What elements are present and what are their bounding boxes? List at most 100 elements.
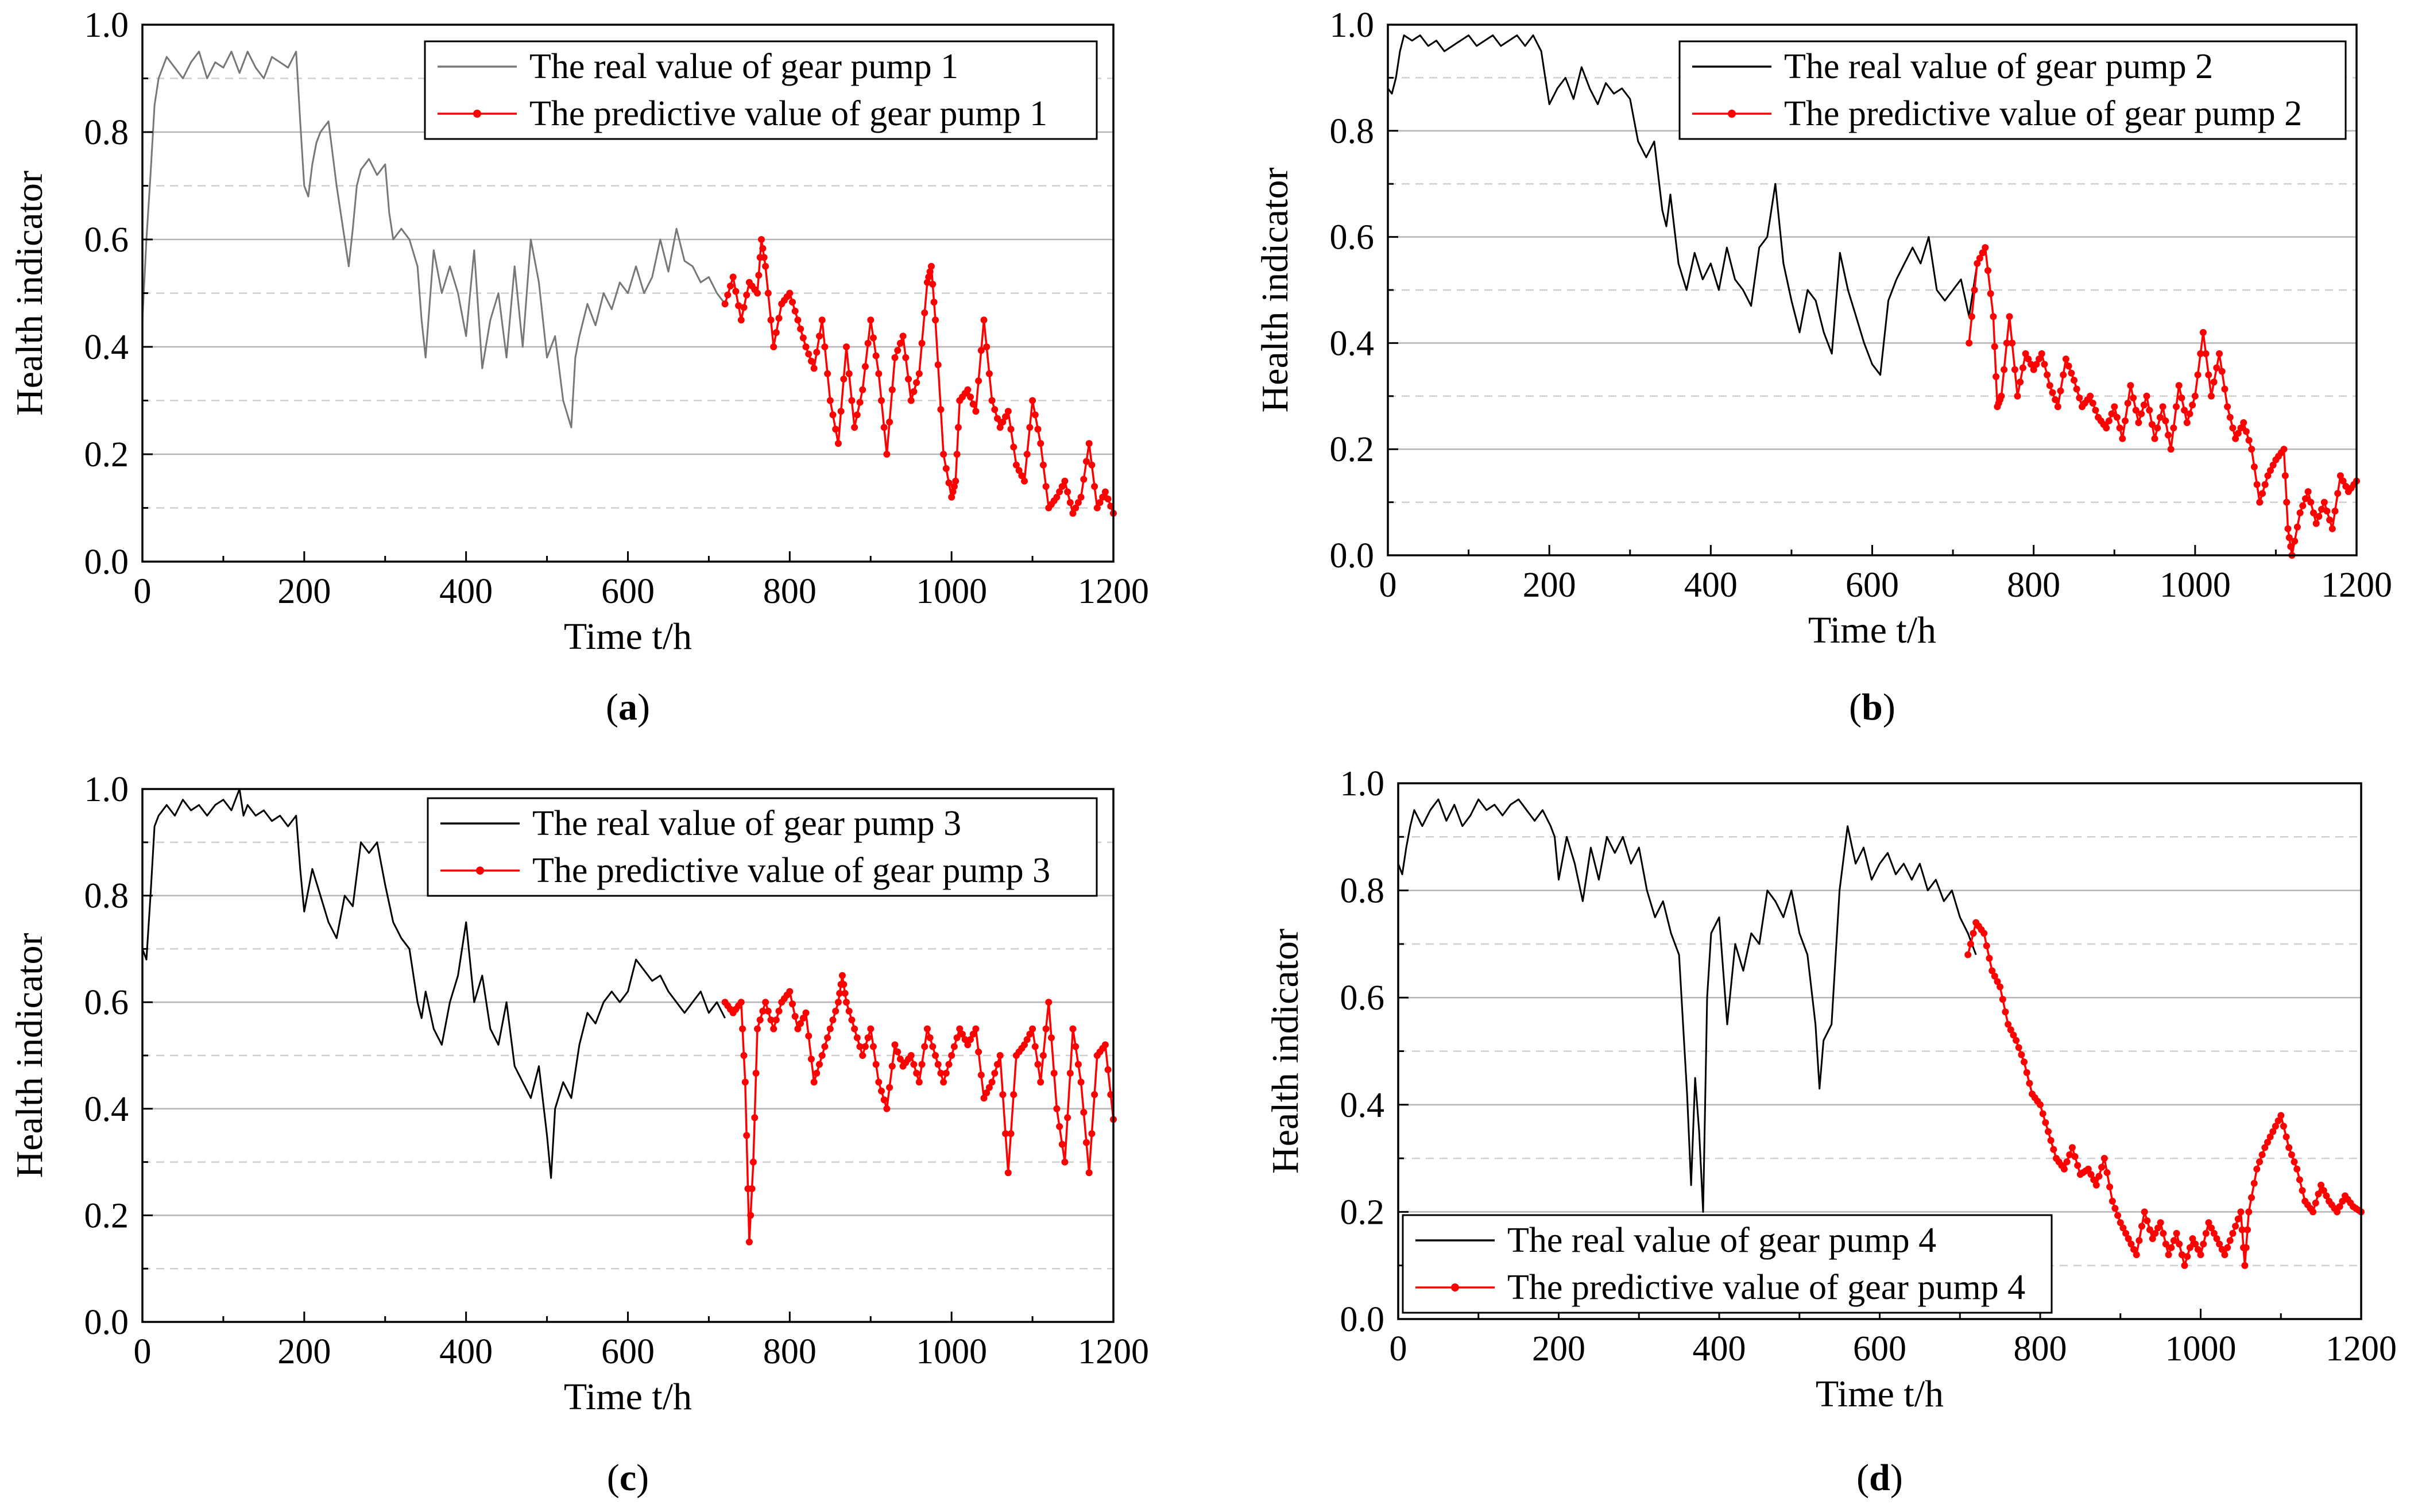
data-point <box>883 451 891 458</box>
data-point <box>2156 413 2164 421</box>
data-point <box>2189 1235 2196 1242</box>
data-point <box>969 400 977 408</box>
data-point <box>821 343 829 350</box>
data-point <box>2242 1244 2250 1251</box>
data-point <box>840 376 848 383</box>
data-point <box>861 363 869 370</box>
data-point <box>1072 504 1080 512</box>
data-point <box>840 981 848 988</box>
y-tick-label: 0.6 <box>84 221 129 260</box>
data-point <box>737 999 745 1006</box>
data-point <box>2189 401 2196 409</box>
data-point <box>2132 407 2140 414</box>
data-point <box>2065 362 2072 370</box>
data-point <box>2334 1208 2341 1216</box>
data-point <box>942 465 950 472</box>
data-point <box>2002 1008 2009 1016</box>
data-point <box>2261 1144 2269 1151</box>
data-point <box>1058 1140 1066 1148</box>
data-point <box>2331 508 2339 515</box>
data-point <box>2318 1181 2325 1189</box>
legend-box <box>1678 40 2347 140</box>
data-point <box>1069 1025 1077 1033</box>
data-point <box>915 370 923 377</box>
data-point <box>2146 1226 2153 1233</box>
data-point <box>2253 481 2261 488</box>
data-point <box>867 1025 875 1033</box>
data-point <box>741 1078 749 1086</box>
data-point <box>2232 435 2239 442</box>
data-point <box>2023 1069 2030 1076</box>
data-point <box>994 415 1001 422</box>
data-point <box>948 493 955 501</box>
data-point <box>2022 350 2029 357</box>
data-point <box>1002 413 1009 420</box>
data-point <box>2264 1139 2271 1146</box>
data-point <box>2234 430 2242 437</box>
data-point <box>2071 377 2077 384</box>
data-point <box>2011 366 2018 373</box>
data-point <box>1007 1130 1015 1138</box>
data-point <box>1042 483 1050 490</box>
data-point <box>856 1043 864 1050</box>
legend-label: The real value of gear pump 2 <box>1784 47 2213 86</box>
data-point <box>926 268 934 276</box>
data-point <box>2006 313 2013 320</box>
data-point <box>2287 543 2295 550</box>
legend-label: The predictive value of gear pump 3 <box>532 851 1050 890</box>
data-point <box>905 376 912 383</box>
data-point <box>829 411 837 419</box>
y-axis-title: Health indicator <box>9 933 51 1178</box>
data-point <box>2015 1044 2022 1051</box>
data-point <box>810 1078 818 1086</box>
data-point <box>2117 1219 2124 1227</box>
data-point <box>764 1007 772 1015</box>
data-point <box>2293 523 2301 531</box>
data-point <box>2226 1237 2234 1244</box>
legend-box <box>1402 1214 2053 1314</box>
grid <box>142 841 1113 1270</box>
data-point <box>2152 1229 2159 1237</box>
data-point <box>1007 426 1015 433</box>
data-point <box>1012 461 1020 469</box>
x-tick-label: 400 <box>1684 566 1738 605</box>
data-point <box>754 1025 761 1033</box>
data-point <box>743 291 750 299</box>
x-tick-label: 1000 <box>2165 1329 2237 1368</box>
data-point <box>896 339 904 347</box>
legend-box <box>427 797 1098 897</box>
data-point <box>2234 1215 2242 1223</box>
data-point <box>2154 424 2161 432</box>
data-point <box>2133 1251 2140 1258</box>
legend: The real value of gear pump 1 The predict… <box>424 40 1098 140</box>
panel-caption: (b) <box>1849 686 1895 728</box>
y-tick-label: 0.2 <box>1340 1193 1385 1232</box>
data-point <box>1964 951 1972 958</box>
data-point <box>888 386 896 393</box>
data-point <box>2280 446 2288 453</box>
data-point <box>1104 495 1112 502</box>
data-point <box>983 1089 991 1096</box>
x-tick-label: 1000 <box>916 572 987 611</box>
data-point <box>2141 1208 2148 1216</box>
panel-caption: (d) <box>1856 1457 1903 1499</box>
data-point <box>1091 1091 1098 1099</box>
data-point <box>880 424 888 431</box>
data-point <box>834 999 842 1006</box>
y-tick-label: 0.4 <box>1340 1086 1385 1125</box>
data-point <box>2192 1240 2199 1248</box>
y-tick-label: 0.0 <box>84 1303 129 1342</box>
data-point <box>754 289 761 297</box>
data-point <box>932 316 939 324</box>
y-tick-label: 0.4 <box>84 328 129 367</box>
series-line <box>141 788 726 1179</box>
data-point <box>2310 509 2317 517</box>
data-point <box>2253 1165 2261 1173</box>
legend-label: The predictive value of gear pump 2 <box>1784 94 2302 133</box>
data-point <box>926 1034 934 1042</box>
data-point <box>2095 1173 2103 1180</box>
data-point <box>2140 401 2148 409</box>
data-point <box>872 1061 880 1068</box>
data-point <box>1104 1066 1112 1073</box>
data-point <box>2267 467 2274 474</box>
